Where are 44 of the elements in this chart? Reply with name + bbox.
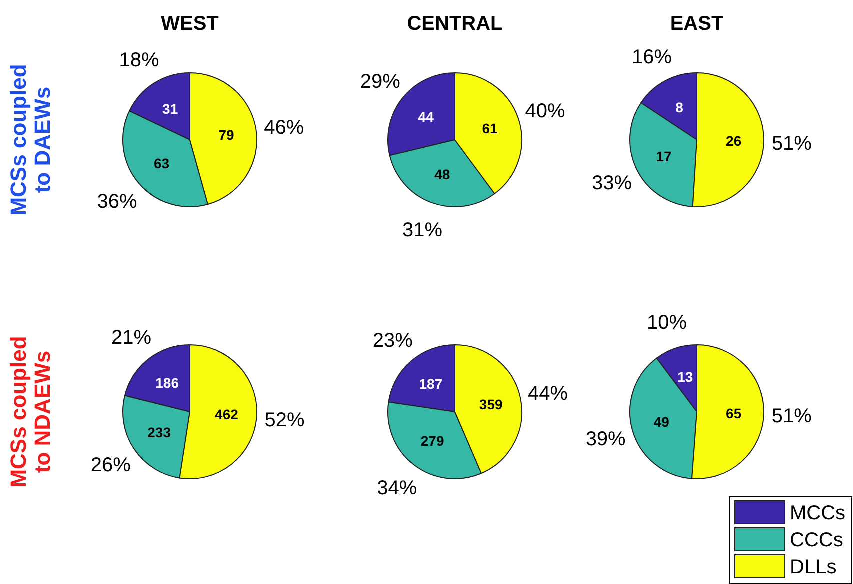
- text: 34%: [377, 477, 418, 500]
- text: 26%: [90, 454, 132, 477]
- text: 36%: [97, 191, 138, 214]
- text: 51%: [772, 132, 812, 155]
- text: 51%: [772, 406, 812, 428]
- data-label: 233: [148, 424, 172, 440]
- data-label: 31: [162, 100, 178, 117]
- data-label: 61: [482, 120, 498, 136]
- chart-title: WEST: [161, 13, 219, 35]
- data-label: 462: [215, 406, 239, 423]
- text: 21%: [111, 327, 152, 350]
- chart-title: EAST: [670, 13, 724, 35]
- text: 23%: [372, 330, 414, 352]
- text: 10%: [646, 312, 688, 334]
- data-label: 48: [434, 166, 450, 183]
- text: 40%: [525, 100, 566, 122]
- chart-title: CENTRAL: [407, 13, 503, 35]
- data-label: 187: [419, 376, 443, 392]
- text: MCSs coupled to DAEWs: [6, 64, 55, 216]
- text: 18%: [119, 50, 160, 72]
- data-label: 65: [726, 405, 742, 422]
- data-label: 79: [218, 126, 235, 143]
- data-label: 186: [156, 374, 180, 391]
- text: 44%: [528, 382, 568, 405]
- text: 29%: [360, 71, 401, 94]
- data-label: 13: [678, 368, 694, 385]
- data-label: 63: [154, 156, 170, 172]
- text: 46%: [264, 117, 304, 140]
- data-label: 8: [676, 99, 684, 116]
- data-label: 26: [726, 133, 742, 150]
- text: 31%: [402, 219, 443, 242]
- text: 39%: [586, 428, 626, 451]
- data-label: 279: [420, 433, 444, 450]
- data-label: 44: [418, 109, 434, 126]
- data-label: 49: [654, 414, 670, 430]
- text: 33%: [592, 172, 632, 194]
- legend-label: DLLs: [790, 556, 837, 578]
- text: MCSs coupled to NDAEWs: [6, 336, 55, 488]
- text: 52%: [264, 409, 305, 432]
- data-label: 359: [479, 396, 503, 412]
- data-label: 17: [656, 148, 672, 164]
- legend-label: CCCs: [790, 530, 844, 552]
- text: 16%: [632, 46, 672, 68]
- legend-label: MCCs: [790, 502, 846, 524]
